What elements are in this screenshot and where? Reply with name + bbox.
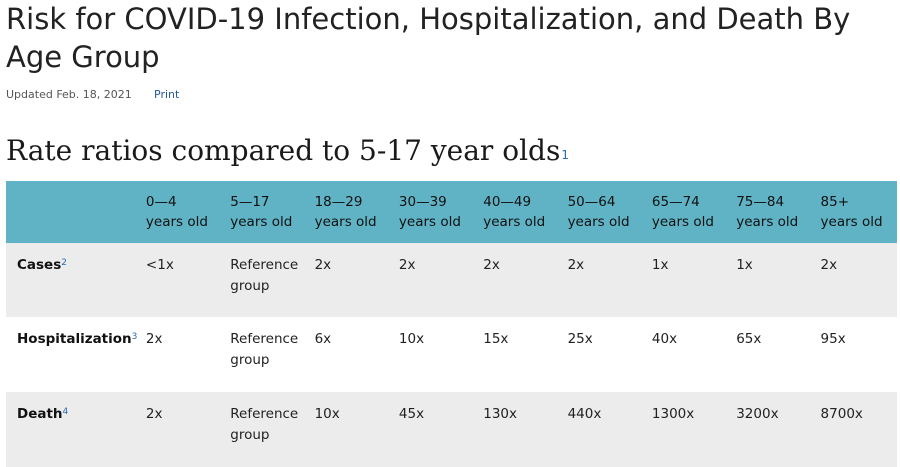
section-heading-text: Rate ratios compared to 5-17 year olds bbox=[6, 134, 561, 167]
footnote-link-2[interactable]: 2 bbox=[61, 258, 67, 268]
row-header: Hospitalization3 bbox=[6, 317, 138, 392]
table-cell: 2x bbox=[145, 406, 163, 422]
column-header: 18—29 years old bbox=[307, 181, 391, 243]
section-heading: Rate ratios compared to 5-17 year olds1 bbox=[6, 133, 569, 169]
updated-date: Updated Feb. 18, 2021 bbox=[6, 88, 132, 101]
column-header: 40—49 years old bbox=[475, 181, 559, 243]
table-cell: 10x bbox=[314, 406, 340, 422]
table-cell: 2x bbox=[145, 331, 163, 347]
table-cell: 45x bbox=[398, 406, 425, 422]
column-header: 0—4 years old bbox=[138, 181, 222, 243]
table-cell: 2x bbox=[314, 257, 332, 273]
column-header-unit: years old bbox=[651, 214, 714, 230]
footnote-link-1[interactable]: 1 bbox=[561, 148, 569, 162]
column-header-unit: years old bbox=[483, 214, 546, 230]
column-header-unit: years old bbox=[230, 214, 293, 230]
column-header-unit: years old bbox=[314, 214, 377, 230]
rate-ratio-table: 0—4 years old 5—17 years old 18—29 years ol… bbox=[6, 181, 897, 467]
page-title: Risk for COVID-19 Infection, Hospitaliza… bbox=[6, 2, 851, 74]
table-cell: 3200x bbox=[736, 406, 779, 422]
column-header-unit: years old bbox=[820, 214, 883, 230]
column-header: 50—64 years old bbox=[560, 181, 644, 243]
table-cell: 15x bbox=[483, 331, 509, 347]
table-cell: 25x bbox=[567, 331, 593, 347]
table-row-hospitalization: Hospitalization3 2x Reference group 6x 1… bbox=[6, 317, 897, 392]
column-header-range: 75—84 bbox=[736, 194, 785, 210]
table-cell: 8700x bbox=[820, 406, 863, 422]
column-header: 5—17 years old bbox=[222, 181, 306, 243]
table-cell: 1300x bbox=[651, 406, 695, 422]
table-cell: 440x bbox=[567, 406, 602, 422]
column-header-unit: years old bbox=[398, 214, 461, 230]
table-cell: 2x bbox=[567, 257, 585, 273]
column-header: 85+ years old bbox=[813, 181, 897, 243]
page-meta: Updated Feb. 18, 2021 Print bbox=[6, 88, 179, 101]
print-link[interactable]: Print bbox=[154, 88, 180, 101]
table-cell: Reference group bbox=[230, 257, 299, 294]
table-cell: Reference group bbox=[230, 406, 299, 443]
row-label: Death bbox=[17, 406, 63, 422]
column-header-range: 0—4 bbox=[145, 194, 177, 210]
table-row-death: Death4 2x Reference group 10x 45x 130x 4… bbox=[6, 392, 897, 467]
row-header: Death4 bbox=[6, 392, 138, 467]
table-cell: 2x bbox=[483, 257, 500, 273]
table-cell: <1x bbox=[145, 257, 174, 273]
row-label: Cases bbox=[17, 257, 62, 273]
footnote-link-4[interactable]: 4 bbox=[62, 407, 69, 417]
table-row-cases: Cases2 <1x Reference group 2x 2x 2x 2x 1… bbox=[6, 243, 897, 317]
column-header: 75—84 years old bbox=[728, 181, 812, 243]
column-header-unit: years old bbox=[145, 214, 208, 230]
table-header-row: 0—4 years old 5—17 years old 18—29 years ol… bbox=[6, 181, 897, 243]
table-cell: 2x bbox=[820, 257, 838, 273]
row-header: Cases2 bbox=[6, 243, 138, 317]
column-header-unit: years old bbox=[736, 214, 799, 230]
column-header-range: 40—49 bbox=[483, 194, 532, 210]
column-header: 65—74 years old bbox=[644, 181, 728, 243]
column-header-range: 65—74 bbox=[651, 194, 700, 210]
table-header-corner bbox=[6, 181, 138, 243]
table-cell: 1x bbox=[736, 257, 753, 273]
column-header-range: 50—64 bbox=[567, 194, 616, 210]
table-cell: 65x bbox=[736, 331, 762, 347]
column-header: 30—39 years old bbox=[391, 181, 475, 243]
column-header-range: 30—39 bbox=[398, 194, 447, 210]
table-cell: 130x bbox=[483, 406, 517, 422]
row-label: Hospitalization bbox=[17, 331, 132, 347]
column-header-range: 85+ bbox=[820, 194, 850, 210]
column-header-range: 18—29 bbox=[314, 194, 363, 210]
table-cell: 2x bbox=[398, 257, 416, 273]
table-cell: 95x bbox=[820, 331, 846, 347]
table-cell: 1x bbox=[651, 257, 669, 273]
column-header-unit: years old bbox=[567, 214, 630, 230]
footnote-link-3[interactable]: 3 bbox=[131, 332, 138, 342]
column-header-range: 5—17 bbox=[230, 194, 270, 210]
table-cell: 6x bbox=[314, 331, 332, 347]
table-cell: 10x bbox=[398, 331, 425, 347]
table-cell: Reference group bbox=[230, 331, 299, 368]
table-cell: 40x bbox=[651, 331, 678, 347]
